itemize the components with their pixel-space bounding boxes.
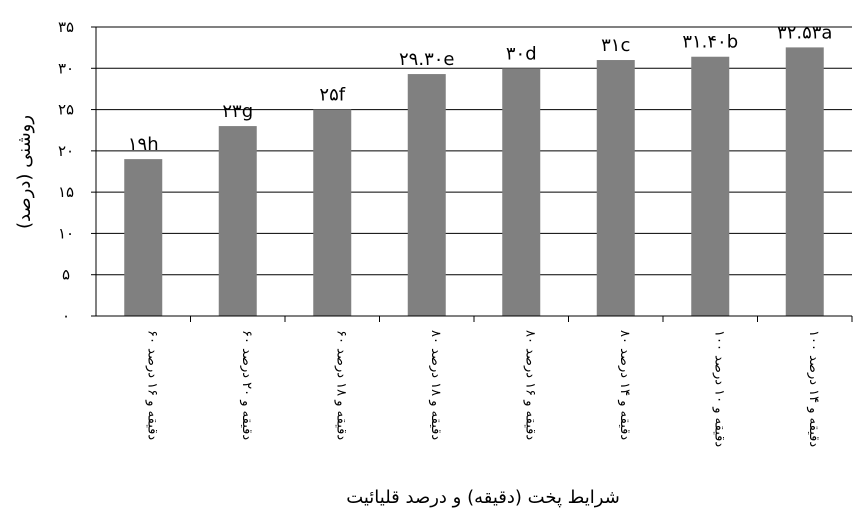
category-label: ۶۰ دقیقه و ۱۶ درصد bbox=[144, 330, 159, 440]
y-axis-title: روشنی (درصد) bbox=[14, 115, 35, 229]
y-tick-label: ۳۰ bbox=[58, 59, 74, 77]
category-label: ۱۰۰ دقیقه و ۱۴ درصد bbox=[806, 330, 821, 447]
category-label: ۸۰ دقیقه و ۱۴ درصد bbox=[617, 330, 632, 440]
bar bbox=[407, 74, 446, 317]
category-label: ۶۰ دقیقه و ۱۸ درصد bbox=[333, 330, 348, 440]
y-tick-labels: ۰ ۵ ۱۰ ۱۵ ۲۰ ۲۵ ۳۰ ۳۵ bbox=[58, 18, 74, 325]
data-label: ۲۵f bbox=[319, 85, 345, 106]
y-tick-label: ۳۵ bbox=[58, 18, 74, 36]
data-label: ۳۱c bbox=[601, 35, 630, 56]
y-tick-label: ۰ bbox=[62, 307, 70, 325]
grid-lines bbox=[96, 26, 852, 276]
data-label: ۱۹h bbox=[128, 134, 159, 155]
data-label: ۳۲.۵۳a bbox=[777, 22, 832, 43]
data-label: ۲۳g bbox=[222, 101, 253, 122]
bars bbox=[124, 47, 824, 317]
category-label: ۸۰ دقیقه و ۱۸ درصد bbox=[428, 330, 443, 440]
bar bbox=[313, 109, 352, 316]
category-label: ۱۰۰ دقیقه و ۱۰ درصد bbox=[711, 330, 726, 447]
bar bbox=[596, 60, 635, 317]
y-tick-label: ۲۰ bbox=[58, 142, 74, 160]
data-label: ۳۱.۴۰b bbox=[682, 32, 738, 53]
y-tick-label: ۲۵ bbox=[58, 101, 74, 119]
bar bbox=[691, 56, 730, 317]
data-label: ۲۹.۳۰e bbox=[399, 49, 454, 70]
y-tick-label: ۵ bbox=[62, 266, 70, 284]
bar bbox=[124, 159, 163, 316]
data-labels: ۱۹h ۲۳g ۲۵f ۲۹.۳۰e ۳۰d ۳۱c ۳۱.۴۰b ۳۲.۵۳a bbox=[128, 22, 833, 155]
bar bbox=[785, 47, 824, 316]
data-label: ۳۰d bbox=[506, 43, 537, 64]
category-labels: ۶۰ دقیقه و ۱۶ درصد ۶۰ دقیقه و ۲۰ درصد ۶۰ د… bbox=[144, 330, 821, 447]
y-tick-label: ۱۵ bbox=[58, 183, 74, 201]
x-axis-title: شرایط پخت (دقیقه) و درصد قلیائیت bbox=[346, 487, 620, 508]
category-label: ۶۰ دقیقه و ۲۰ درصد bbox=[239, 330, 254, 440]
axes bbox=[91, 26, 853, 322]
bar bbox=[502, 68, 541, 317]
bar bbox=[218, 126, 257, 316]
category-label: ۸۰ دقیقه و ۱۶ درصد bbox=[522, 330, 537, 440]
y-tick-label: ۱۰ bbox=[58, 224, 74, 242]
